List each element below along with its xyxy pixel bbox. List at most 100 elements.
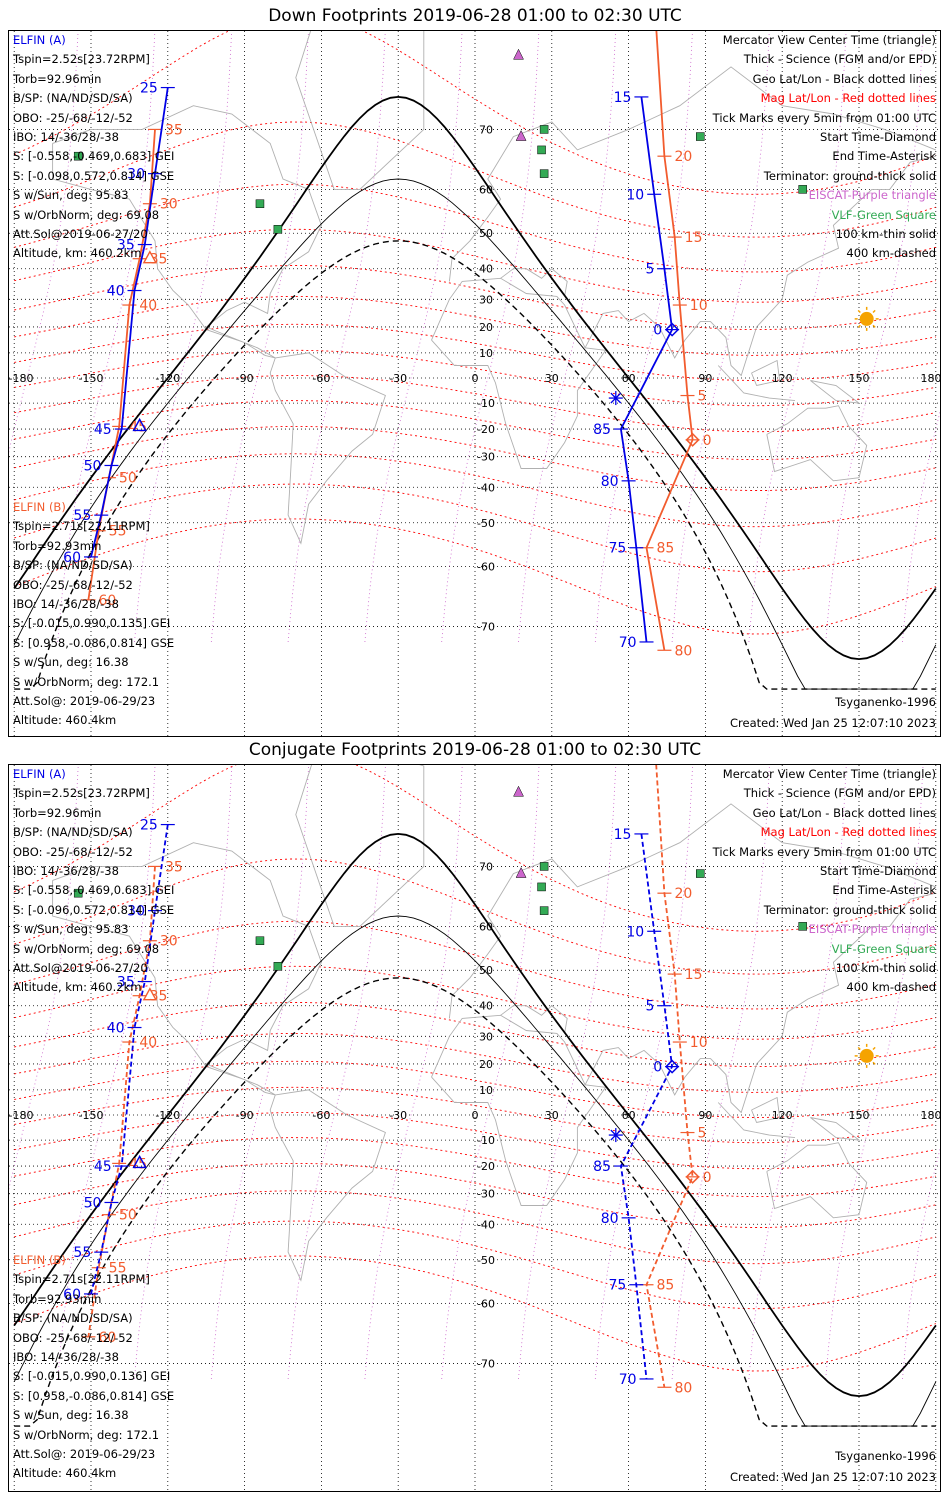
end-asterisk [610,1129,622,1141]
elfin-b-track-west-tick-label: 40 [139,298,157,314]
mag-meridian-line [364,765,463,1380]
vlf-square [798,922,807,931]
info-line: Torb=92.93min [13,1291,102,1306]
info-line: Altitude, km: 460.2km [13,246,142,261]
lon-tick-label: -180 [9,1109,33,1122]
elfin-b-track-east-tick-label: 15 [685,230,703,246]
mag-latitude-line [14,518,936,635]
legend-item: Mag Lat/Lon - Red dotted lines [760,91,936,106]
end-asterisk [610,392,622,404]
sun-ray [857,324,861,328]
elfin-a-track-west-tick-label: 25 [140,818,158,834]
coastline [751,359,781,387]
mag-meridian-line [902,1147,940,1380]
elfin-a-track-west-tick-label: 40 [107,284,125,300]
elfin-a-track-east-tick-label: 85 [593,422,611,438]
lon-tick-label: 120 [772,1109,793,1122]
terminator-ground-thick [13,832,937,1398]
legend: Mercator View Center Time (triangle) Thi… [713,31,936,264]
mag-latitude-line [14,425,936,491]
elfin-b-track-east-tick-label: 15 [685,967,703,983]
legend-item: EISCAT-Purple triangle [808,922,936,937]
coastline [500,1005,568,1034]
vlf-square [539,125,549,134]
mag-latitude-line [14,1032,936,1093]
created-label: Created: Wed Jan 25 12:07:10 2023 [729,716,936,730]
sun-ray [872,309,876,314]
coastline [448,803,936,1019]
info-line: S w/OrbNorm, deg: 172.1 [13,1427,160,1442]
mag-latitude-line [14,1162,936,1228]
coastline [448,66,936,282]
coastline [751,1096,781,1124]
elfin-a-label: ELFIN (A) [13,33,66,47]
info-line: S w/OrbNorm, deg: 172.1 [13,674,160,689]
lon-tick-label: -120 [155,372,180,385]
elfin-a-track-east-tick-label: 85 [593,1159,611,1175]
elfin-a-track-west [90,824,169,1295]
lat-tick-label: -20 [477,423,495,436]
info-line: IBO: 14/-36/28/-38 [13,129,119,144]
elfin-b-track-east-tick-label: 80 [674,1380,692,1396]
info-line: S w/Sun, deg: 95.83 [13,188,129,203]
mag-latitude-line [14,1060,936,1118]
lon-tick-label: -180 [9,372,33,385]
lon-tick-label: -60 [312,372,330,385]
sun-ray [857,309,861,314]
mag-latitude-line [14,183,936,273]
lat-tick-label: 20 [479,1058,493,1071]
lon-tick-label: 180 [921,1109,942,1122]
lon-tick-label: 180 [921,372,942,385]
elfin-a-label: ELFIN (A) [13,767,66,781]
lon-tick-label: -30 [389,1109,407,1122]
coastline [810,380,861,404]
mag-meridian-line [210,765,309,1380]
info-line: Tspin=2.71s[22.11RPM] [13,1272,150,1287]
info-line: Att.Sol@2019-06-27/20 [13,226,148,241]
elfin-b-track-west-tick-label: 30 [160,934,178,950]
mag-meridian-line [9,31,79,454]
legend-item: Mag Lat/Lon - Red dotted lines [760,825,936,840]
mag-meridian-line [9,765,79,1191]
mag-latitude-line [14,920,936,1010]
legend-item: Start Time-Diamond [820,863,936,878]
elfin-a-track-west-tick-label: 50 [84,458,102,474]
info-line: IBO: 14/-36/28/-38 [13,863,119,878]
elfin-a-track-east-tick-label: 80 [601,474,619,490]
info-line: B/SP: (NA/ND/SD/SA) [13,1311,133,1326]
lat-tick-label: -30 [477,451,495,464]
eiscat-triangle [515,867,527,878]
elfin-a-track-west-tick-label: 50 [84,1195,102,1211]
mag-meridian-line [825,765,924,1380]
legend-item: Thick - Science (FGM and/or EPD) [743,786,936,801]
info-line: IBO: 14/-36/28/-38 [13,596,119,611]
mag-latitude-line [14,228,936,303]
elfin-a-track-west-tick-label: 40 [107,1021,125,1037]
vlf-square [539,862,549,871]
mag-meridian-line [134,31,233,643]
elfin-a-track-east [619,833,674,1380]
info-line: B/SP: (NA/ND/SD/SA) [13,558,133,573]
info-line: OBO: -25/-68/-12/-52 [13,844,133,859]
lat-tick-label: -70 [477,621,495,634]
mag-meridian-line [671,31,770,643]
lat-tick-label: -60 [477,561,495,574]
elfin-b-label: ELFIN (B) [13,500,66,514]
lon-tick-label: 0 [472,1109,479,1122]
coastline [717,365,796,402]
elfin-a-track-east-tick-label: 70 [619,635,637,651]
info-line: S: [-0.015,0.990,0.135] GEI [13,616,171,631]
info-line: S: [0.958,-0.086,0.814] GSE [13,1388,175,1403]
vlf-square [73,888,83,898]
lat-tick-label: 10 [479,1084,493,1097]
elfin-a-info: ELFIN (A) Tspin=2.52s[23.72RPM] Torb=92.… [13,765,174,998]
legend-item: Thick - Science (FGM and/or EPD) [743,52,936,67]
sun-icon [859,311,874,326]
vlf-square [273,225,283,234]
info-line: B/SP: (NA/ND/SD/SA) [13,91,133,106]
sun-icon [859,1048,874,1063]
coastline [766,1142,868,1219]
info-line: S: [0.958,-0.086,0.814] GSE [13,635,175,650]
elfin-b-track-west-tick-label: 50 [119,471,137,487]
lon-tick-label: -150 [79,1109,104,1122]
